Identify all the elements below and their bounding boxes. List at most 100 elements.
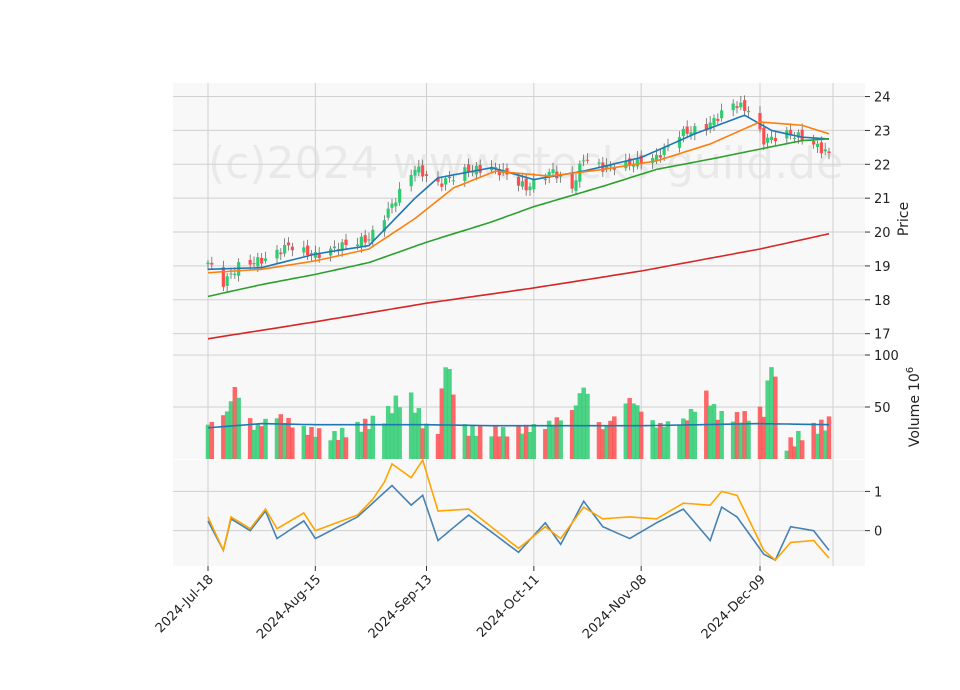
candle-body: [704, 124, 708, 131]
volume-bar: [665, 421, 671, 459]
candle-body: [394, 202, 398, 207]
candle-body: [225, 276, 229, 286]
candle-body: [651, 157, 655, 164]
volume-bar: [412, 412, 418, 459]
volume-bar: [796, 430, 801, 459]
volume-bar: [654, 427, 659, 459]
price-panel-bg: [173, 83, 865, 354]
volume-bar: [493, 426, 498, 459]
candle-body: [206, 262, 210, 265]
volume-bar: [282, 422, 287, 459]
indicator-tick-label: 1: [874, 485, 882, 500]
candle-body: [229, 273, 233, 275]
candle-body: [371, 229, 375, 242]
volume-bar: [546, 420, 552, 459]
candle-body: [708, 122, 712, 130]
volume-tick-label: 100: [874, 349, 899, 364]
volume-bar: [286, 417, 291, 459]
candle-body: [635, 157, 639, 167]
volume-bar: [336, 439, 341, 459]
volume-bar: [332, 431, 337, 459]
volume-bar: [730, 421, 736, 459]
candle-body: [516, 176, 521, 186]
candle-body: [440, 183, 444, 187]
volume-bar: [684, 420, 690, 459]
candle-body: [313, 252, 317, 258]
volume-bar: [769, 367, 774, 459]
candle-body: [677, 137, 682, 148]
volume-average-line: [207, 422, 830, 429]
volume-bar: [462, 424, 468, 459]
candle-body: [628, 158, 632, 165]
volume-bar: [205, 424, 211, 459]
volume-bar: [681, 418, 686, 459]
volume-bar: [393, 395, 399, 459]
candle-body: [762, 127, 766, 145]
candle-body: [520, 181, 524, 187]
candle-body: [344, 239, 348, 246]
volume-bar: [497, 436, 502, 459]
volume-bar: [746, 420, 751, 459]
volume-bar: [316, 428, 322, 459]
candle-body: [819, 142, 823, 154]
candle-body: [390, 203, 394, 208]
candle-body: [716, 118, 720, 121]
volume-bar: [424, 423, 429, 459]
volume-bar: [631, 403, 636, 459]
volume-bar: [451, 394, 456, 459]
price-tick-label: 20: [874, 226, 891, 241]
candle-body: [413, 169, 417, 176]
volume-bar: [569, 410, 575, 459]
volume-bar: [742, 411, 747, 459]
candle-body: [712, 118, 716, 126]
candle-body: [823, 149, 827, 152]
candle-body: [317, 253, 321, 259]
volume-bar: [447, 369, 452, 459]
volume-bar: [600, 429, 606, 459]
candle-body: [605, 164, 609, 170]
volume-bar: [504, 436, 510, 459]
volume-bar: [826, 416, 832, 459]
candle-body: [815, 143, 820, 147]
volume-bar: [259, 426, 264, 459]
volume-bar: [477, 425, 483, 459]
candle-body: [444, 178, 448, 185]
candle-body: [639, 155, 643, 165]
volume-bar: [688, 409, 694, 459]
x-tick-label: 2024-Aug-15: [254, 572, 324, 642]
x-tick-label: 2024-Sep-13: [366, 572, 436, 642]
candle-body: [421, 165, 425, 177]
indicator-line: [207, 484, 830, 562]
indicator-line: [207, 458, 830, 562]
candle-body: [424, 174, 429, 176]
volume-bar: [550, 424, 556, 459]
volume-bar: [500, 427, 506, 459]
volume-bar: [278, 414, 284, 459]
candle-body: [332, 246, 337, 249]
candle-body: [773, 137, 777, 142]
volume-bar: [290, 427, 295, 459]
candle-body: [796, 132, 800, 138]
moving-average-line: [207, 232, 830, 340]
candle-body: [233, 273, 237, 276]
price-tick-label: 23: [874, 124, 891, 139]
volume-bar: [784, 450, 790, 459]
candle-body: [283, 244, 287, 254]
volume-bar: [661, 426, 667, 459]
candle-body: [263, 258, 268, 261]
indicator-panel: [207, 458, 830, 562]
volume-bar: [819, 419, 824, 459]
candle-body: [735, 106, 739, 108]
volume-bar: [527, 431, 533, 459]
price-tick-label: 17: [874, 328, 891, 343]
candle-body: [624, 160, 628, 169]
volume-bar: [397, 407, 402, 459]
volume-bar: [635, 405, 640, 459]
volume-bar: [366, 429, 372, 459]
volume-bar: [558, 420, 563, 459]
candle-body: [221, 267, 225, 287]
price-tick-label: 22: [874, 158, 891, 173]
candle-body: [252, 263, 256, 265]
candle-body: [355, 244, 360, 246]
